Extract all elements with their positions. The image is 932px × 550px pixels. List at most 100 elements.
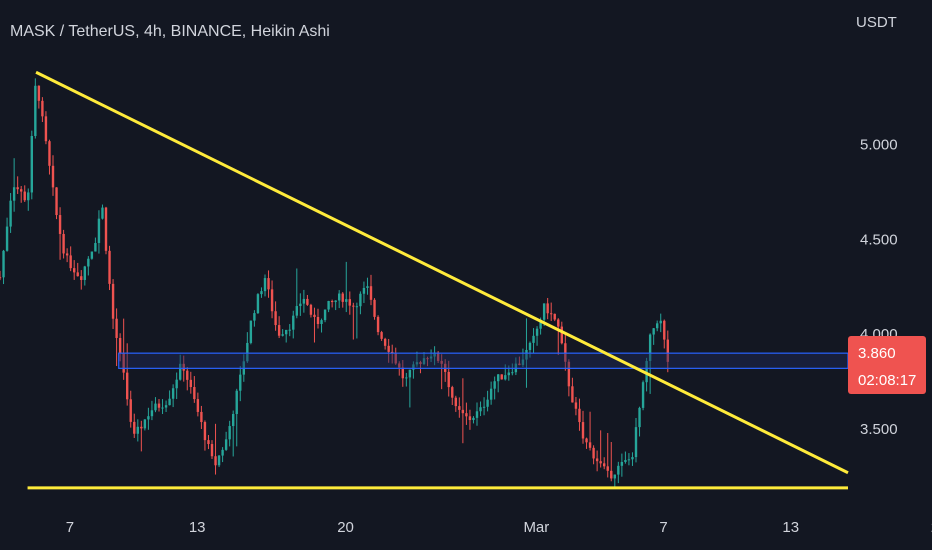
candle — [383, 337, 387, 350]
candle — [65, 248, 69, 263]
candle — [656, 320, 659, 332]
candle — [214, 423, 217, 475]
candle — [179, 354, 182, 381]
candle — [295, 268, 298, 319]
candle — [281, 329, 284, 337]
x-tick-label: 7 — [659, 519, 667, 536]
candle-body — [465, 413, 468, 417]
candle-body — [631, 457, 634, 460]
candle — [511, 363, 514, 376]
candle — [641, 380, 645, 411]
candle-body — [595, 458, 599, 462]
candle-body — [87, 258, 90, 267]
candle-body — [348, 299, 351, 306]
candle — [246, 332, 249, 363]
overlays-layer — [27, 70, 849, 490]
candle-body — [175, 379, 178, 389]
candle-body — [62, 233, 65, 254]
candle-body — [256, 294, 260, 314]
candle — [412, 361, 415, 379]
candle-body — [249, 320, 253, 343]
candle-body — [458, 406, 461, 410]
candle-body — [48, 141, 51, 166]
candle — [391, 344, 394, 364]
candle-body — [468, 416, 472, 421]
candle — [44, 111, 48, 145]
candle — [154, 397, 157, 413]
candle-body — [341, 293, 344, 302]
candle — [118, 333, 122, 362]
candle-body — [55, 187, 58, 216]
candle — [387, 338, 390, 363]
candle — [429, 349, 433, 363]
candle — [62, 229, 65, 259]
symbol-title: MASK / TetherUS, 4h, BINANCE, Heikin Ash… — [10, 23, 330, 40]
descending-trendline[interactable] — [35, 70, 849, 475]
candle-body — [405, 377, 408, 379]
time-axis[interactable]: 7 13 20 Mar 7 13 20 — [66, 519, 932, 536]
candle-body — [369, 286, 373, 300]
candle-body — [0, 277, 2, 279]
candle-body — [532, 335, 535, 343]
candle — [454, 395, 457, 412]
candle-body — [316, 316, 320, 324]
candle-body — [479, 407, 482, 412]
candle-body — [366, 286, 369, 288]
candle-body — [295, 306, 298, 316]
candle — [472, 416, 475, 424]
candle — [451, 385, 454, 405]
countdown-label: 02:08:17 — [858, 372, 916, 389]
y-tick-label: 4.500 — [860, 231, 898, 248]
candle-body — [2, 250, 5, 278]
candle-body — [387, 345, 390, 352]
candle-body — [161, 407, 164, 409]
candle — [493, 376, 496, 400]
candle — [316, 308, 320, 329]
candle-body — [171, 388, 175, 399]
candle-body — [401, 367, 404, 379]
candle-body — [73, 268, 76, 273]
candle — [500, 374, 503, 380]
support-zone-box[interactable] — [118, 352, 849, 369]
candle — [133, 413, 136, 438]
candle — [104, 206, 108, 255]
candle-body — [518, 363, 521, 365]
candle-body — [454, 397, 457, 407]
candle-body — [179, 363, 182, 380]
candle-body — [9, 200, 12, 227]
x-tick-label: 13 — [782, 519, 799, 536]
candle-body — [83, 266, 86, 280]
candle — [12, 158, 16, 212]
candle-body — [426, 358, 429, 360]
candle-body — [489, 388, 493, 400]
candle-body — [408, 369, 412, 378]
candle-body — [330, 300, 334, 303]
candle — [631, 452, 634, 466]
candle — [263, 274, 267, 297]
candle-body — [186, 370, 189, 380]
candle — [23, 185, 26, 202]
candle-body — [111, 283, 115, 319]
candle-body — [610, 470, 613, 479]
candle — [90, 251, 94, 260]
candle-body — [546, 303, 549, 314]
candle — [143, 419, 147, 431]
candle-body — [376, 316, 380, 333]
candle-body — [210, 444, 214, 457]
candle — [73, 260, 76, 280]
candle-body — [133, 421, 136, 434]
y-tick-label: 3.500 — [860, 421, 898, 438]
candle-body — [433, 352, 436, 357]
candle — [122, 318, 125, 380]
candle-body — [493, 381, 496, 389]
candle-body — [299, 303, 302, 307]
candle-body — [157, 403, 161, 408]
candle-body — [447, 371, 450, 388]
candle-body — [253, 313, 256, 321]
x-tick-label: Mar — [523, 519, 549, 536]
candle — [348, 291, 351, 315]
candle-body — [461, 409, 465, 414]
